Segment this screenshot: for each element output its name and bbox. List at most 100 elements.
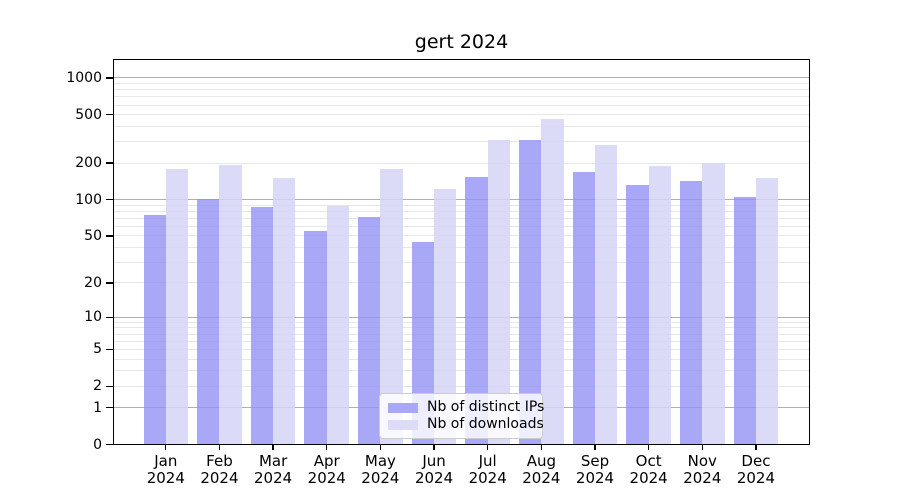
y-tick bbox=[106, 235, 113, 237]
x-tick bbox=[647, 445, 650, 450]
bar-jun-downloads bbox=[434, 188, 457, 445]
x-tick bbox=[218, 445, 221, 450]
minor-gridline bbox=[113, 210, 810, 212]
legend-item-downloads: Nb of downloads bbox=[388, 416, 544, 433]
y-tick-label: 20 bbox=[84, 274, 102, 291]
minor-gridline bbox=[113, 104, 810, 106]
x-tick-label: Feb 2024 bbox=[200, 452, 239, 487]
y-tick bbox=[106, 113, 113, 116]
major-gridline bbox=[113, 199, 810, 201]
minor-gridline bbox=[113, 348, 810, 350]
bar-jan-downloads bbox=[165, 169, 189, 445]
y-tick-label: 50 bbox=[84, 227, 102, 244]
bar-jul-distinct-ips bbox=[465, 177, 488, 445]
minor-gridline bbox=[113, 83, 810, 85]
x-tick bbox=[326, 445, 328, 450]
bar-dec-downloads bbox=[755, 178, 779, 445]
minor-gridline bbox=[113, 327, 810, 329]
bar-apr-downloads bbox=[326, 206, 350, 445]
x-tick bbox=[379, 445, 382, 450]
y-tick-label: 1 bbox=[93, 399, 102, 416]
minor-gridline bbox=[113, 321, 810, 323]
y-tick-label: 1000 bbox=[66, 69, 102, 86]
x-tick bbox=[487, 445, 489, 450]
bar-sep-distinct-ips bbox=[572, 171, 595, 445]
minor-gridline bbox=[113, 162, 810, 164]
x-tick bbox=[701, 445, 703, 450]
y-tick-label: 500 bbox=[75, 106, 102, 123]
minor-gridline bbox=[113, 246, 810, 248]
bar-may-distinct-ips bbox=[358, 217, 381, 445]
minor-gridline bbox=[113, 141, 810, 143]
y-tick bbox=[106, 282, 113, 284]
major-gridline bbox=[113, 316, 810, 318]
chart-title: gert 2024 bbox=[414, 31, 509, 53]
legend-swatch-distinct-ips bbox=[388, 402, 418, 413]
minor-gridline bbox=[113, 96, 810, 98]
y-tick-label: 0 bbox=[93, 436, 102, 453]
bar-may-downloads bbox=[380, 169, 403, 445]
x-tick bbox=[755, 445, 757, 450]
bar-jan-distinct-ips bbox=[143, 214, 166, 445]
bar-feb-distinct-ips bbox=[197, 198, 220, 445]
bar-sep-downloads bbox=[595, 145, 618, 445]
y-tick-label: 2 bbox=[93, 378, 102, 395]
y-tick bbox=[106, 77, 113, 79]
minor-gridline bbox=[113, 385, 810, 387]
minor-gridline bbox=[113, 261, 810, 263]
x-tick-label: Nov 2024 bbox=[683, 452, 722, 487]
x-tick-label: Sep 2024 bbox=[575, 452, 615, 487]
minor-gridline bbox=[113, 358, 810, 360]
legend: Nb of distinct IPs Nb of downloads bbox=[379, 393, 544, 439]
y-tick bbox=[106, 316, 113, 318]
bar-aug-distinct-ips bbox=[519, 140, 542, 445]
y-tick bbox=[106, 407, 113, 409]
x-tick-label: Mar 2024 bbox=[254, 452, 293, 487]
x-tick-label: May 2024 bbox=[361, 452, 400, 487]
x-tick-label: Jun 2024 bbox=[414, 452, 454, 487]
y-tick bbox=[106, 348, 113, 351]
x-tick bbox=[272, 445, 274, 450]
major-gridline bbox=[113, 77, 810, 79]
minor-gridline bbox=[113, 333, 810, 335]
x-tick bbox=[540, 445, 543, 450]
minor-gridline bbox=[113, 89, 810, 91]
x-tick-label: Aug 2024 bbox=[522, 452, 561, 487]
y-tick-label: 5 bbox=[93, 341, 102, 358]
legend-item-distinct-ips: Nb of distinct IPs bbox=[388, 399, 544, 416]
bar-nov-downloads bbox=[702, 163, 725, 445]
x-tick bbox=[594, 445, 596, 450]
plot-area: Nb of distinct IPs Nb of downloads 0 1 2 5 1… bbox=[66, 59, 810, 487]
y-tick-label: 10 bbox=[84, 309, 102, 326]
y-tick-label: 200 bbox=[75, 155, 102, 172]
minor-gridline bbox=[113, 125, 810, 127]
legend-label-downloads: Nb of downloads bbox=[427, 416, 544, 432]
bar-mar-distinct-ips bbox=[250, 207, 274, 445]
bar-aug-downloads bbox=[541, 119, 564, 445]
bar-oct-distinct-ips bbox=[626, 185, 649, 445]
y-tick bbox=[106, 198, 113, 201]
legend-swatch-downloads bbox=[388, 419, 418, 430]
bar-oct-downloads bbox=[648, 166, 671, 445]
minor-gridline bbox=[113, 204, 810, 206]
bar-mar-downloads bbox=[273, 178, 296, 445]
y-tick-label: 100 bbox=[75, 191, 102, 208]
minor-gridline bbox=[113, 114, 810, 116]
x-tick-label: Jul 2024 bbox=[468, 452, 507, 487]
bar-nov-distinct-ips bbox=[680, 180, 703, 445]
y-tick bbox=[106, 162, 113, 164]
x-tick-label: Jan 2024 bbox=[146, 452, 185, 487]
bar-dec-distinct-ips bbox=[733, 197, 756, 445]
bar-jul-downloads bbox=[487, 140, 510, 445]
y-tick bbox=[106, 385, 113, 387]
minor-gridline bbox=[113, 370, 810, 372]
bar-feb-downloads bbox=[219, 164, 242, 445]
minor-gridline bbox=[113, 282, 810, 284]
x-tick bbox=[433, 445, 435, 450]
x-tick-label: Oct 2024 bbox=[629, 452, 668, 487]
minor-gridline bbox=[113, 225, 810, 227]
minor-gridline bbox=[113, 340, 810, 342]
x-tick-label: Dec 2024 bbox=[736, 452, 776, 487]
x-tick-label: Apr 2024 bbox=[307, 452, 346, 487]
